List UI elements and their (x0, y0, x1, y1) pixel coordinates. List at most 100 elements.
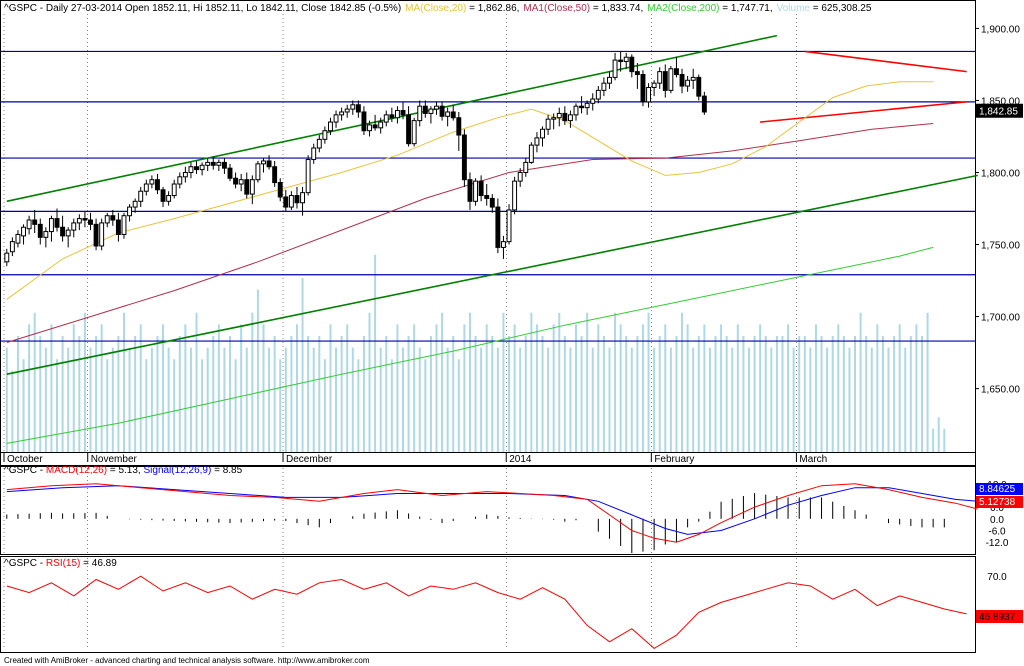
candle-body (607, 76, 612, 84)
candle-body (506, 209, 512, 243)
candle-body (662, 71, 668, 91)
candle-body (646, 86, 651, 103)
candle-body (456, 117, 462, 136)
candle-body (367, 124, 372, 132)
candle-body (629, 56, 635, 73)
candle-body (551, 117, 557, 120)
candle-body (221, 161, 227, 169)
candle-body (517, 171, 523, 182)
price-frame (0, 0, 976, 466)
candle-body (21, 226, 26, 237)
last-price-label: 1,842.85 (979, 107, 1018, 118)
candle-body (685, 79, 691, 87)
candle-body (238, 179, 244, 185)
candle-body (166, 195, 172, 202)
candle-body (534, 137, 540, 146)
candle-body (567, 114, 573, 122)
candle-body (99, 222, 105, 247)
candle-body (701, 95, 707, 113)
candle-body (121, 215, 127, 235)
price-title: ^GSPC - Daily 27-03-2014 Open 1852.11, H… (4, 3, 872, 14)
ma200-value: = 1,747.71, (720, 3, 773, 14)
candle-body (696, 76, 702, 97)
y-axis-label: 1,800.00 (981, 168, 1020, 179)
candle-body (540, 128, 545, 139)
candle-body (261, 160, 266, 165)
candle-body (60, 226, 66, 237)
candle-body (194, 166, 199, 171)
candle-body (378, 121, 384, 129)
candle-body (9, 241, 15, 253)
candle-body (233, 177, 239, 185)
x-axis-label: December (286, 454, 333, 465)
macd-last-value-box (976, 483, 1023, 495)
macd-last-value-box (976, 496, 1023, 508)
candle-body (65, 229, 71, 237)
candle-body (467, 179, 473, 202)
candle-body (110, 215, 116, 221)
candle-body (333, 114, 339, 123)
candle-body (26, 219, 32, 230)
rsi-prefix: ^GSPC - (4, 558, 46, 569)
candle-body (188, 166, 194, 173)
candle-body (277, 182, 283, 198)
ma50-value: = 1,833.74, (590, 3, 643, 14)
x-axis-label: 2014 (509, 454, 532, 465)
price-panel: October November December 2014 February March… (0, 0, 1023, 466)
macd-value: = 5.13, (107, 465, 143, 476)
macd-last-value-label: 5.12738 (979, 497, 1016, 508)
candle-body (618, 59, 624, 63)
candle-body (562, 112, 568, 122)
candle-body (573, 105, 579, 116)
candle-body (394, 110, 400, 119)
macd-label: MACD(12,26) (46, 465, 107, 476)
candle-body (601, 82, 607, 91)
candle-body (93, 223, 99, 247)
volume-label: Volume (777, 3, 811, 14)
candle-body (54, 218, 60, 228)
x-axis-label: February (654, 454, 694, 465)
candle-body (311, 147, 317, 161)
candle-body (556, 112, 562, 119)
candle-body (450, 111, 456, 119)
candle-body (584, 102, 590, 109)
candle-body (500, 241, 506, 248)
candle-body (283, 196, 289, 208)
candle-body (595, 89, 601, 100)
candle-body (177, 176, 183, 185)
macd-line (6, 483, 978, 543)
candle-body (37, 223, 43, 238)
candle-body (104, 215, 110, 224)
ma50-line (6, 123, 934, 343)
y-axis-label: 1,700.00 (981, 313, 1020, 324)
candle-body (82, 218, 88, 221)
candle-body (417, 105, 423, 122)
macd-frame (0, 466, 976, 555)
candle-body (294, 195, 300, 204)
candle-body (149, 179, 155, 185)
candle-body (216, 161, 222, 166)
candle-body (473, 180, 479, 202)
macd-title: ^GSPC - MACD(12,26) = 5.13, Signal(12,26… (4, 465, 243, 476)
candle-body (668, 68, 674, 91)
rsi-title: ^GSPC - RSI(15) = 46.89 (4, 558, 117, 569)
candle-body (155, 179, 160, 191)
candle-body (210, 161, 216, 166)
rsi-value: = 46.89 (80, 558, 117, 569)
candle-body (651, 82, 657, 88)
candle-body (138, 190, 144, 202)
macd-y-axis-label: 0.0 (990, 515, 1004, 526)
candle-body (634, 71, 640, 76)
candle-body (249, 179, 255, 195)
candle-body (171, 183, 177, 197)
rsi-frame (0, 556, 976, 653)
y-axis-label: 1,650.00 (981, 385, 1020, 396)
candle-body (612, 59, 618, 78)
candle-body (350, 104, 356, 110)
rsi-y-axis-label: 70.0 (987, 572, 1007, 583)
trendline (6, 174, 978, 375)
rsi-last-value-label: 46.8937 (979, 612, 1016, 623)
x-axis-label: October (7, 454, 43, 465)
rsi-panel: 70.0 46.8937 (0, 556, 1023, 653)
rsi-last-value-box (976, 610, 1023, 623)
